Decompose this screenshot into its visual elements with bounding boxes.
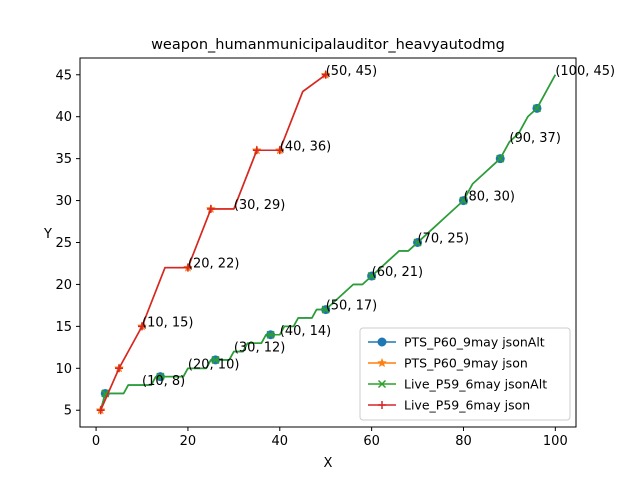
data-label: (10, 15) xyxy=(142,315,194,330)
y-tick-label: 25 xyxy=(55,236,72,251)
x-axis: 0 20 40 60 80 100 xyxy=(92,427,568,449)
x-tick-label: 40 xyxy=(272,434,289,449)
x-tick-label: 80 xyxy=(455,434,472,449)
chart-title: weapon_humanmunicipalauditor_heavyautodm… xyxy=(151,37,505,53)
y-tick-label: 15 xyxy=(55,320,72,335)
data-point xyxy=(252,146,261,155)
data-label: (30, 12) xyxy=(234,341,286,356)
data-point xyxy=(532,104,541,113)
x-tick-label: 20 xyxy=(180,434,197,449)
legend-item: PTS_P60_9may json xyxy=(368,356,528,371)
annotation-layer: (10, 8)(20, 10)(30, 12) (40, 14) (50, 17) (… xyxy=(142,64,615,389)
legend-item: Live_P59_6may json xyxy=(368,398,530,413)
x-tick-label: 100 xyxy=(543,434,568,449)
data-label: (40, 14) xyxy=(280,324,332,339)
data-label: (30, 29) xyxy=(234,198,286,213)
data-label: (70, 25) xyxy=(418,232,470,247)
y-tick-label: 10 xyxy=(55,362,72,377)
y-tick-label: 20 xyxy=(55,278,72,293)
legend-label: PTS_P60_9may json xyxy=(404,356,528,371)
legend-item: PTS_P60_9may jsonAlt xyxy=(368,335,545,350)
y-tick-label: 40 xyxy=(55,110,72,125)
x-tick-label: 0 xyxy=(92,434,100,449)
legend-label: Live_P59_6may jsonAlt xyxy=(404,377,547,392)
legend-marker xyxy=(377,337,387,347)
data-label: (90, 37) xyxy=(509,131,561,146)
data-label: (100, 45) xyxy=(555,64,615,79)
legend-marker xyxy=(377,357,387,368)
data-point xyxy=(211,355,220,364)
data-label: (20, 10) xyxy=(188,357,240,372)
data-label: (60, 21) xyxy=(372,265,424,280)
legend-box xyxy=(359,327,571,421)
data-label: (80, 30) xyxy=(463,190,514,205)
series-layer xyxy=(95,69,557,415)
series-3 xyxy=(99,74,557,411)
series-4 xyxy=(96,70,330,415)
data-point xyxy=(266,330,275,339)
data-label: (20, 22) xyxy=(188,257,240,272)
data-point xyxy=(321,305,330,314)
data-point xyxy=(156,372,165,381)
data-point xyxy=(496,154,505,163)
data-point xyxy=(275,146,284,155)
y-tick-label: 5 xyxy=(64,404,72,419)
legend-item: Live_P59_6may jsonAlt xyxy=(368,377,547,392)
x-tick-label: 60 xyxy=(363,434,380,449)
data-point xyxy=(138,322,146,331)
data-label: (50, 17) xyxy=(326,299,378,314)
y-tick-label: 45 xyxy=(55,68,72,83)
data-point xyxy=(413,238,422,247)
data-label: (10, 8) xyxy=(142,374,185,389)
legend-label: PTS_P60_9may jsonAlt xyxy=(404,335,545,350)
legend-marker xyxy=(378,401,386,409)
data-point xyxy=(115,364,124,373)
data-label: (40, 36) xyxy=(280,139,332,154)
data-point xyxy=(321,70,330,79)
legend-label: Live_P59_6may json xyxy=(404,398,530,413)
data-label: (50, 45) xyxy=(326,64,378,79)
data-point xyxy=(183,263,192,272)
y-tick-label: 30 xyxy=(55,194,72,209)
legend-marker xyxy=(377,379,387,389)
data-point xyxy=(367,272,376,281)
plot-area: (10, 8)(20, 10)(30, 12) (40, 14) (50, 17) (… xyxy=(79,57,615,428)
y-axis: 5 10 15 20 25 30 35 40 45 xyxy=(55,68,80,419)
data-point xyxy=(459,196,468,205)
x-axis-label: X xyxy=(324,456,333,471)
data-point xyxy=(206,204,215,213)
legend: PTS_P60_9may jsonAlt PTS_P60_9may json Liv… xyxy=(359,327,571,421)
y-axis-label: Y xyxy=(43,227,52,242)
y-tick-label: 35 xyxy=(55,152,72,167)
data-point xyxy=(96,406,105,415)
